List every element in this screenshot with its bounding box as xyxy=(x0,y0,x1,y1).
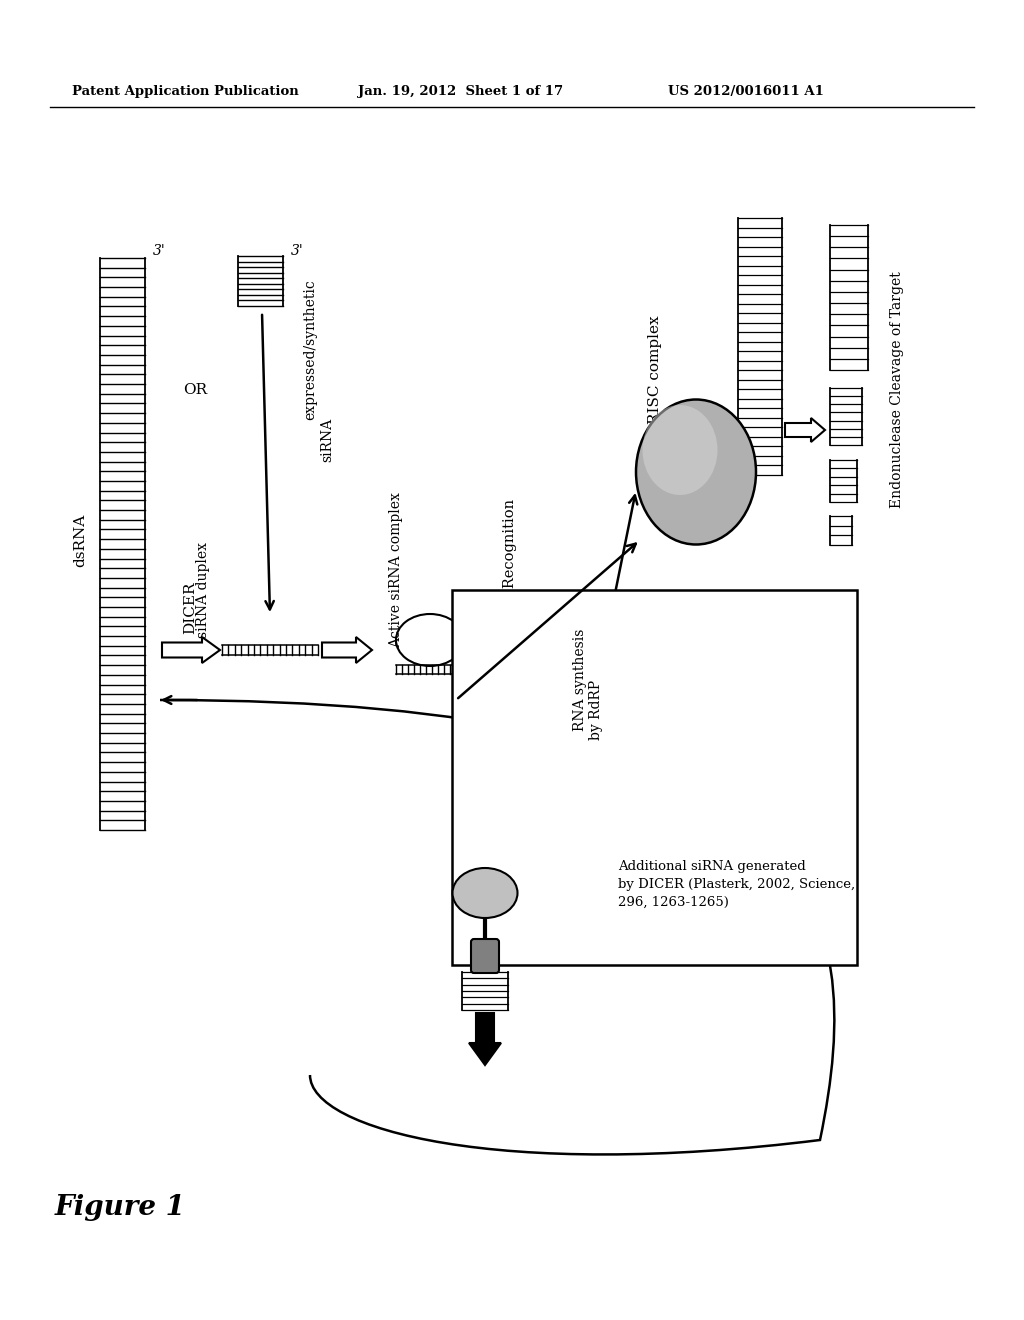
Text: US 2012/0016011 A1: US 2012/0016011 A1 xyxy=(668,86,824,99)
Text: RNA synthesis: RNA synthesis xyxy=(573,628,587,731)
FancyArrow shape xyxy=(468,638,518,663)
Text: 3': 3' xyxy=(153,244,166,257)
Text: by RdRP: by RdRP xyxy=(589,680,603,741)
FancyArrow shape xyxy=(322,638,372,663)
Text: RISC complex: RISC complex xyxy=(648,315,662,424)
Text: siRNA duplex: siRNA duplex xyxy=(196,543,210,638)
Ellipse shape xyxy=(453,869,517,917)
Text: dsRNA: dsRNA xyxy=(73,513,87,566)
Text: Additional siRNA generated
by DICER (Plasterk, 2002, Science,
296, 1263-1265): Additional siRNA generated by DICER (Pla… xyxy=(618,861,855,909)
Text: OR: OR xyxy=(183,383,207,397)
FancyArrow shape xyxy=(162,638,220,663)
FancyArrow shape xyxy=(474,822,496,861)
Ellipse shape xyxy=(538,612,610,668)
FancyArrow shape xyxy=(469,1012,501,1065)
Text: expressed/synthetic: expressed/synthetic xyxy=(303,280,317,420)
Text: siRNA: siRNA xyxy=(319,418,334,462)
Text: Active siRNA complex: Active siRNA complex xyxy=(389,492,403,648)
Ellipse shape xyxy=(396,614,464,667)
Text: Jan. 19, 2012  Sheet 1 of 17: Jan. 19, 2012 Sheet 1 of 17 xyxy=(358,86,563,99)
Text: Endonuclease Cleavage of Target: Endonuclease Cleavage of Target xyxy=(890,272,904,508)
Text: 3': 3' xyxy=(291,244,304,257)
Text: DICER: DICER xyxy=(183,582,197,634)
Bar xyxy=(452,590,857,965)
Ellipse shape xyxy=(642,405,718,495)
Text: Figure 1: Figure 1 xyxy=(55,1195,186,1221)
FancyBboxPatch shape xyxy=(471,939,499,973)
FancyArrow shape xyxy=(785,418,825,442)
Text: Patent Application Publication: Patent Application Publication xyxy=(72,86,299,99)
Text: Target Recognition: Target Recognition xyxy=(503,499,517,642)
Ellipse shape xyxy=(636,400,756,544)
